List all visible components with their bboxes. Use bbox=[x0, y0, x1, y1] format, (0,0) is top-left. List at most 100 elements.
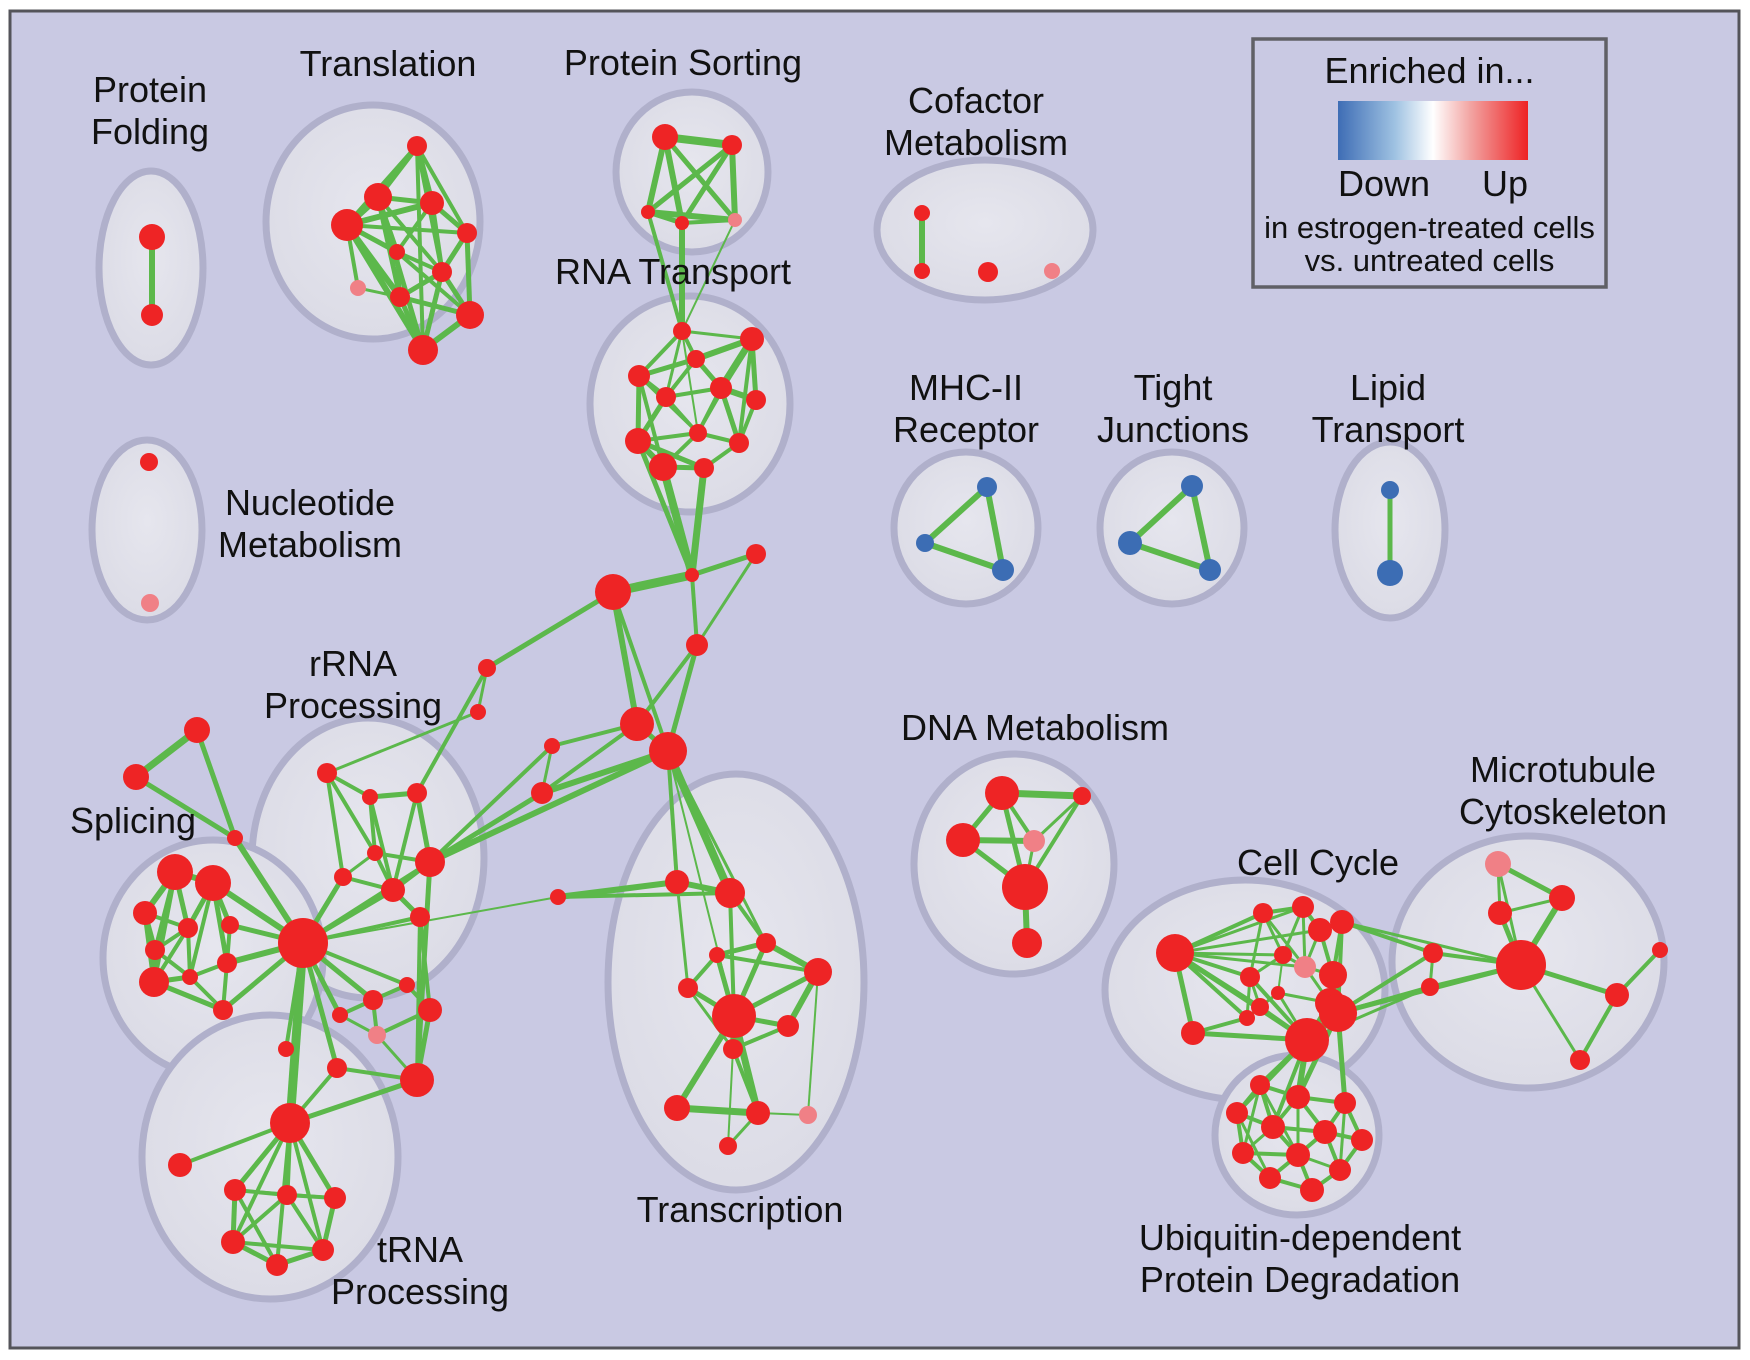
edge bbox=[231, 1122, 292, 1243]
edge bbox=[737, 338, 754, 444]
gene-set-node bbox=[799, 1106, 817, 1124]
gene-set-node bbox=[694, 458, 714, 478]
gene-set-node bbox=[145, 940, 165, 960]
cluster-ellipse-trna-processing bbox=[138, 1011, 402, 1303]
edge bbox=[646, 211, 684, 332]
gene-set-node bbox=[227, 830, 243, 846]
gene-set-node bbox=[168, 1153, 192, 1177]
gene-set-node bbox=[217, 953, 237, 973]
gene-set-node bbox=[946, 823, 980, 857]
cluster-label-protein-folding: Protein bbox=[93, 69, 207, 110]
gene-set-node bbox=[746, 390, 766, 410]
gene-set-node bbox=[1271, 986, 1285, 1000]
edge bbox=[690, 574, 699, 646]
gene-set-node bbox=[1285, 1018, 1329, 1062]
gene-set-node bbox=[1253, 903, 1273, 923]
gene-set-node bbox=[550, 889, 566, 905]
cluster-label-protein-folding: Folding bbox=[91, 111, 209, 152]
gene-set-node bbox=[777, 1015, 799, 1037]
legend-box bbox=[1251, 37, 1608, 289]
edge bbox=[681, 219, 736, 332]
cluster-label-rrna-processing: Processing bbox=[264, 685, 442, 726]
gene-set-node bbox=[641, 205, 655, 219]
cluster-label-splicing: Splicing bbox=[70, 800, 196, 841]
gene-set-node bbox=[1286, 1085, 1310, 1109]
gene-set-node bbox=[470, 704, 486, 720]
gene-set-node bbox=[324, 1187, 346, 1209]
gene-set-node bbox=[277, 1185, 297, 1205]
edge bbox=[346, 223, 468, 235]
gene-set-node bbox=[652, 124, 678, 150]
gene-set-node bbox=[722, 135, 742, 155]
gene-set-node bbox=[1329, 1159, 1351, 1181]
cluster-ellipse-mhc-ii-receptor bbox=[890, 448, 1042, 608]
node-layer bbox=[123, 124, 1668, 1276]
edge bbox=[344, 223, 426, 352]
cluster-label-protein-sorting: Protein Sorting bbox=[564, 42, 802, 83]
edge bbox=[134, 774, 237, 841]
gene-set-node bbox=[317, 763, 337, 783]
legend-down-label: Down bbox=[1338, 163, 1430, 204]
gene-set-node bbox=[1319, 994, 1357, 1032]
edge bbox=[681, 330, 699, 434]
gene-set-node bbox=[367, 845, 383, 861]
edge bbox=[232, 1240, 324, 1252]
gene-set-node bbox=[746, 544, 766, 564]
gene-set-node bbox=[685, 568, 699, 582]
edge bbox=[676, 1104, 759, 1117]
gene-set-node bbox=[1319, 961, 1347, 989]
cluster-label-dna-metabolism: DNA Metabolism bbox=[901, 707, 1169, 748]
edge bbox=[288, 1122, 325, 1251]
gene-set-node bbox=[992, 559, 1014, 581]
cluster-label-nucleotide-metabolism: Metabolism bbox=[218, 524, 402, 565]
gene-set-node bbox=[723, 1039, 743, 1059]
gene-set-node bbox=[157, 854, 193, 890]
gene-set-node bbox=[221, 1230, 245, 1254]
legend: Enriched in... Down Up in estrogen-treated … bbox=[1251, 37, 1608, 289]
gene-set-node bbox=[418, 998, 442, 1022]
edge bbox=[729, 144, 738, 221]
edge bbox=[662, 136, 685, 224]
gene-set-node bbox=[363, 990, 383, 1010]
edge bbox=[1174, 951, 1306, 969]
cluster-label-lipid-transport: Lipid bbox=[1350, 367, 1426, 408]
gene-set-node bbox=[1251, 998, 1269, 1016]
edge bbox=[688, 467, 708, 576]
cluster-ellipse-translation bbox=[262, 101, 484, 343]
gene-set-node bbox=[408, 335, 438, 365]
edge bbox=[679, 143, 735, 225]
gene-set-node bbox=[381, 878, 405, 902]
cluster-label-nucleotide-metabolism: Nucleotide bbox=[225, 482, 395, 523]
cluster-ellipse-tight-junctions bbox=[1096, 448, 1248, 608]
cluster-label-translation: Translation bbox=[300, 43, 477, 84]
gene-set-node bbox=[178, 918, 198, 938]
gene-set-node bbox=[625, 428, 651, 454]
gene-set-node bbox=[1012, 928, 1042, 958]
gene-set-node bbox=[457, 223, 477, 243]
edge bbox=[646, 143, 734, 214]
gene-set-node bbox=[415, 847, 445, 877]
gene-set-node bbox=[673, 322, 691, 340]
gene-set-node bbox=[410, 907, 430, 927]
edge bbox=[659, 465, 696, 577]
cluster-label-ubiquitin-degradation: Ubiquitin-dependent bbox=[1139, 1217, 1461, 1258]
gene-set-node bbox=[221, 916, 239, 934]
gene-set-node bbox=[1261, 1115, 1285, 1139]
gene-set-node bbox=[362, 789, 378, 805]
edge bbox=[695, 553, 758, 646]
edge bbox=[1174, 928, 1321, 955]
edge bbox=[610, 591, 640, 725]
gene-set-node bbox=[1652, 942, 1668, 958]
gene-set-node bbox=[1334, 1092, 1356, 1114]
gene-set-node bbox=[1274, 946, 1292, 964]
gene-set-node bbox=[686, 634, 708, 656]
cluster-label-rna-transport: RNA Transport bbox=[555, 251, 791, 292]
edge bbox=[922, 484, 990, 546]
edge bbox=[647, 209, 736, 223]
cluster-label-tight-junctions: Junctions bbox=[1097, 409, 1249, 450]
gene-set-node bbox=[224, 1179, 246, 1201]
gene-set-node bbox=[712, 994, 756, 1038]
edge bbox=[1578, 994, 1619, 1061]
